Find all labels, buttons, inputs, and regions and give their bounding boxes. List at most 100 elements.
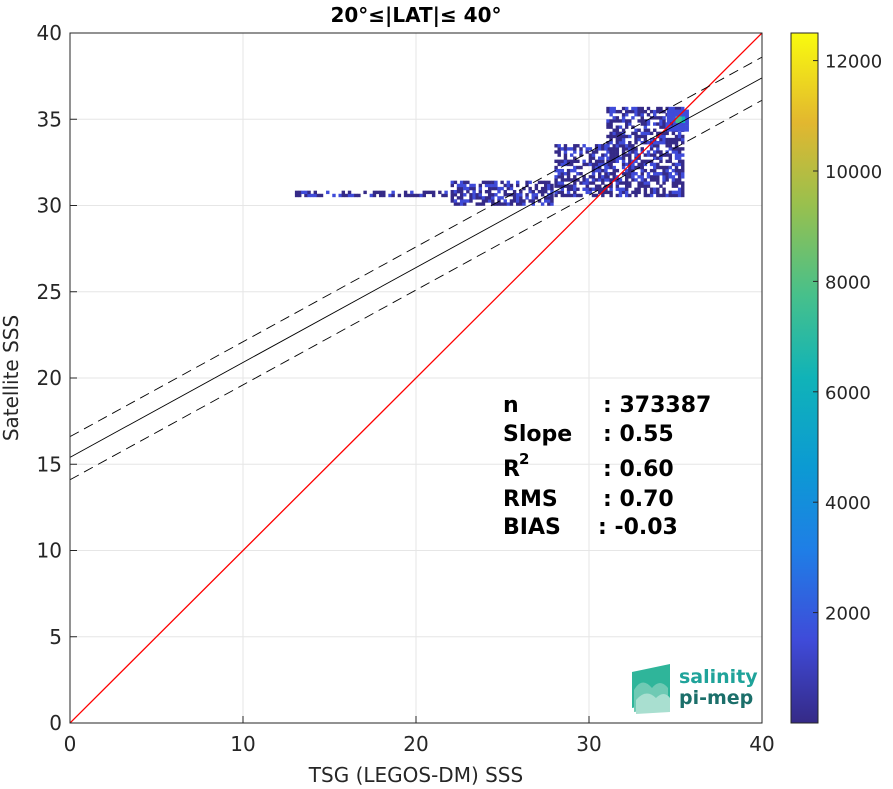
density-cell bbox=[550, 202, 554, 206]
density-cell bbox=[624, 147, 629, 151]
density-cell bbox=[573, 187, 577, 191]
density-cell bbox=[653, 128, 657, 132]
density-cell bbox=[656, 131, 660, 136]
density-cell bbox=[653, 178, 657, 182]
density-cell bbox=[677, 159, 682, 164]
density-cell bbox=[450, 196, 455, 200]
density-cell bbox=[313, 190, 317, 195]
density-cell bbox=[653, 122, 657, 126]
density-cell bbox=[606, 178, 610, 182]
density-cell bbox=[649, 137, 654, 142]
density-cell bbox=[615, 193, 620, 198]
density-cell bbox=[681, 153, 685, 157]
density-cell bbox=[597, 178, 602, 182]
density-cell bbox=[615, 116, 620, 120]
density-cell bbox=[659, 172, 663, 176]
density-cell bbox=[615, 128, 620, 132]
density-cell bbox=[597, 172, 602, 176]
density-cell bbox=[601, 156, 605, 160]
density-cell bbox=[659, 153, 663, 157]
density-cell bbox=[560, 175, 565, 179]
density-cell bbox=[609, 193, 613, 198]
density-cell bbox=[634, 159, 638, 164]
density-cell bbox=[653, 162, 657, 167]
density-cell bbox=[662, 122, 666, 126]
density-cell bbox=[637, 190, 641, 195]
density-cell bbox=[594, 159, 599, 164]
density-cell bbox=[604, 175, 608, 179]
density-cell bbox=[573, 159, 577, 164]
density-cell bbox=[466, 186, 470, 191]
density-cell bbox=[631, 165, 635, 170]
density-cell bbox=[494, 193, 498, 197]
density-cell bbox=[463, 202, 467, 206]
density-cell bbox=[681, 116, 686, 120]
density-cell bbox=[557, 184, 561, 188]
density-cell bbox=[557, 159, 561, 164]
density-cell bbox=[469, 193, 473, 197]
density-cell bbox=[563, 172, 568, 176]
density-cell bbox=[615, 150, 620, 154]
density-cell bbox=[487, 186, 492, 191]
density-cell bbox=[494, 202, 498, 206]
density-cell bbox=[646, 140, 651, 145]
density-cell bbox=[679, 125, 683, 129]
density-cell bbox=[678, 119, 683, 123]
density-cell bbox=[566, 147, 571, 151]
density-cell bbox=[585, 190, 589, 195]
density-cell bbox=[637, 175, 641, 179]
density-cell bbox=[618, 131, 623, 136]
density-cell bbox=[554, 184, 558, 188]
density-cell bbox=[674, 156, 679, 160]
density-cell bbox=[671, 140, 676, 145]
density-cell bbox=[588, 153, 593, 157]
density-cell bbox=[506, 193, 511, 197]
density-cell bbox=[669, 128, 674, 132]
density-cell bbox=[681, 175, 685, 179]
density-cell bbox=[606, 172, 610, 176]
density-cell bbox=[637, 134, 641, 139]
density-cell bbox=[579, 150, 583, 154]
density-cell bbox=[350, 193, 355, 198]
density-cell bbox=[478, 183, 483, 188]
density-cell bbox=[582, 144, 586, 148]
density-cell bbox=[419, 193, 423, 198]
density-cell bbox=[646, 128, 651, 132]
density-cell bbox=[585, 181, 589, 185]
density-cell bbox=[491, 180, 495, 185]
density-cell bbox=[659, 116, 663, 120]
y-tick-label: 25 bbox=[37, 280, 62, 304]
density-cell bbox=[563, 150, 568, 154]
density-cell bbox=[649, 153, 654, 157]
density-cell bbox=[560, 178, 565, 182]
density-cell bbox=[512, 193, 517, 197]
density-cell bbox=[621, 156, 626, 160]
stat-rms-value: : 0.70 bbox=[603, 487, 674, 512]
density-cell bbox=[659, 109, 663, 114]
density-cell bbox=[604, 172, 608, 176]
density-cell bbox=[481, 196, 486, 200]
density-cell bbox=[662, 190, 666, 195]
density-cell bbox=[588, 162, 593, 167]
density-cell bbox=[662, 140, 666, 145]
density-cell bbox=[674, 162, 679, 167]
density-cell bbox=[634, 113, 638, 117]
density-cell bbox=[569, 162, 574, 167]
density-cell bbox=[544, 199, 548, 203]
density-cell bbox=[609, 140, 613, 145]
density-cell bbox=[515, 199, 520, 203]
density-cell bbox=[662, 116, 666, 120]
density-cell bbox=[640, 113, 644, 117]
density-cell bbox=[484, 196, 489, 200]
density-cell bbox=[621, 150, 626, 154]
density-cell bbox=[649, 147, 654, 151]
density-cell bbox=[681, 168, 685, 173]
density-cell bbox=[612, 144, 616, 148]
density-cell bbox=[597, 165, 602, 170]
density-cell bbox=[534, 193, 539, 197]
density-cell bbox=[537, 189, 542, 194]
density-cell bbox=[628, 165, 632, 170]
density-cell bbox=[671, 106, 676, 111]
density-cell bbox=[631, 116, 635, 120]
density-cell bbox=[677, 162, 682, 167]
